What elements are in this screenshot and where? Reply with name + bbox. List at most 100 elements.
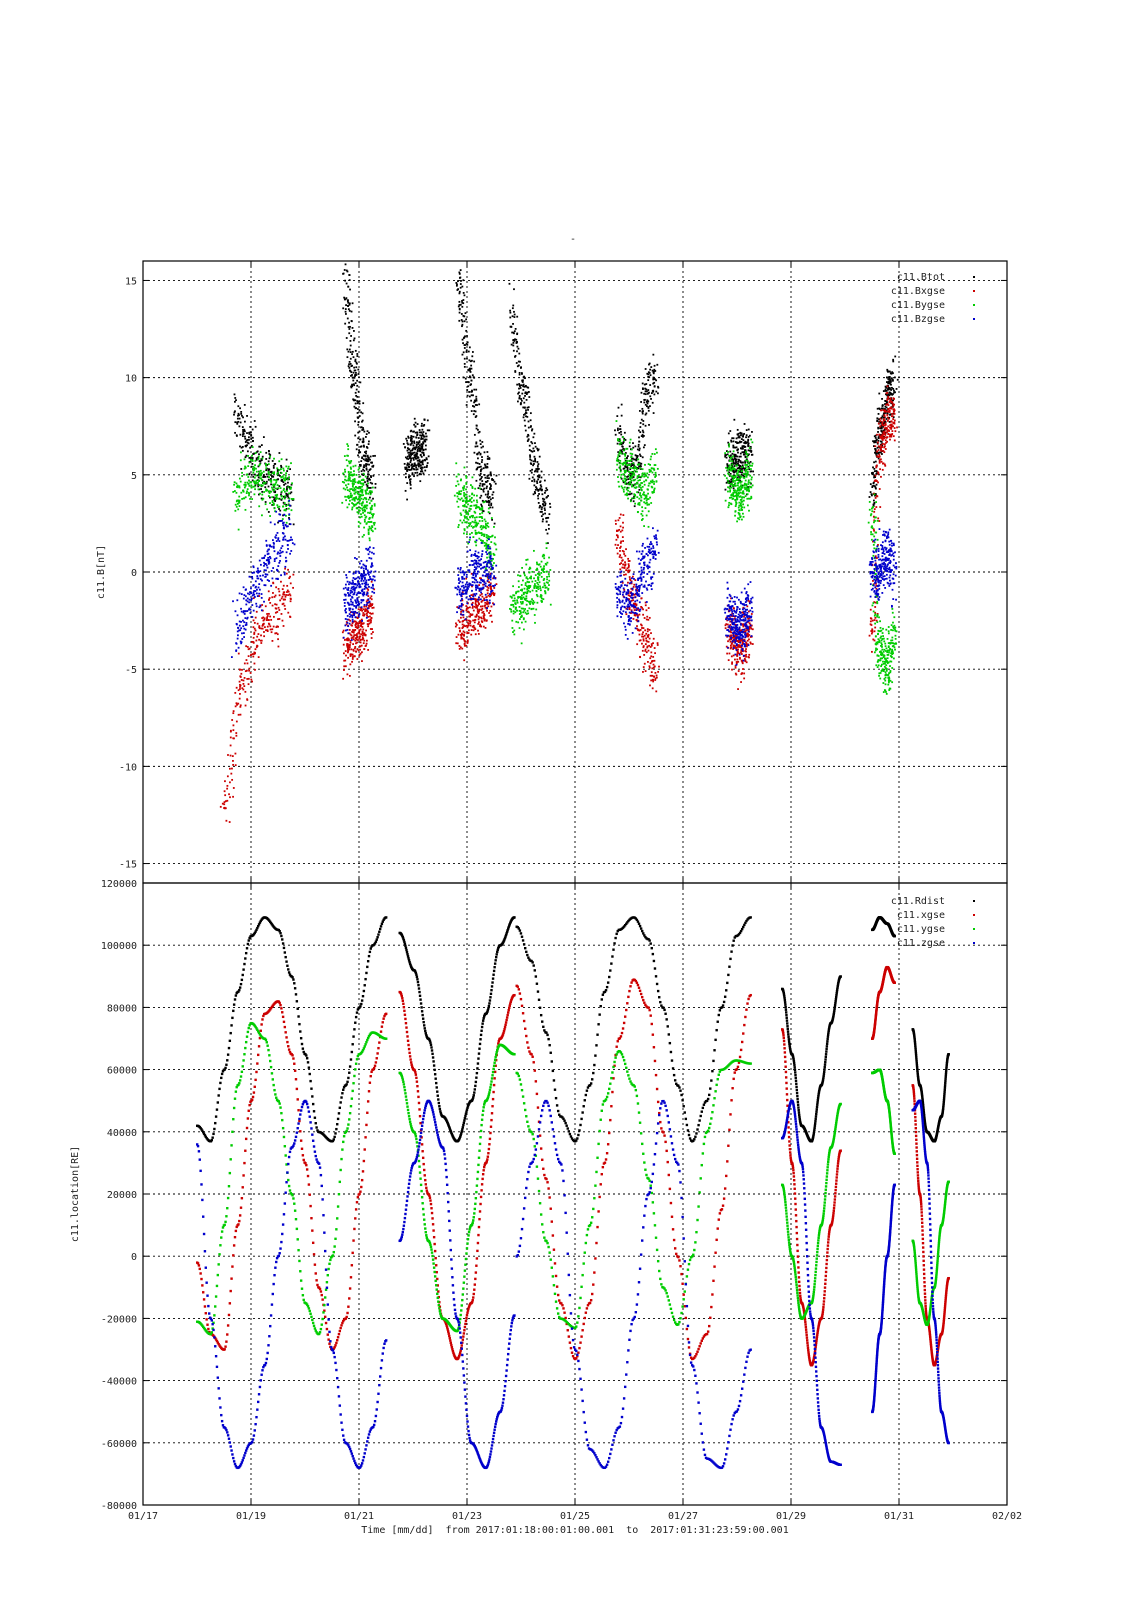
data-point xyxy=(887,378,890,380)
data-point xyxy=(361,429,364,431)
data-point xyxy=(407,436,410,439)
data-point xyxy=(417,462,420,465)
data-point xyxy=(413,468,416,471)
data-point xyxy=(260,497,263,500)
data-point xyxy=(467,385,470,388)
data-point xyxy=(627,571,630,574)
data-point xyxy=(650,455,653,458)
data-point xyxy=(871,631,874,633)
data-point xyxy=(537,478,540,481)
data-point xyxy=(239,686,241,688)
data-point xyxy=(725,450,728,452)
data-point xyxy=(729,460,731,462)
data-point xyxy=(359,648,361,651)
data-point xyxy=(483,597,485,600)
data-point xyxy=(621,529,624,532)
data-point xyxy=(469,508,472,510)
data-point xyxy=(347,650,350,653)
data-point xyxy=(528,587,530,590)
data-point xyxy=(531,450,534,453)
data-point xyxy=(246,646,249,648)
data-point xyxy=(420,436,423,439)
data-point xyxy=(631,462,633,465)
data-point xyxy=(633,603,636,606)
data-point xyxy=(736,455,739,458)
data-point xyxy=(240,446,243,449)
data-point xyxy=(425,432,427,435)
data-point xyxy=(369,621,372,624)
data-point xyxy=(875,470,878,472)
data-point xyxy=(412,457,414,460)
data-point xyxy=(359,381,362,384)
data-point xyxy=(345,313,347,315)
data-point xyxy=(493,480,496,483)
data-point xyxy=(476,494,478,497)
data-point xyxy=(616,530,618,532)
data-point xyxy=(748,634,751,636)
data-point xyxy=(530,441,533,443)
data-point xyxy=(276,504,279,507)
data-point xyxy=(248,461,251,464)
data-point xyxy=(885,401,888,404)
data-point xyxy=(623,573,625,576)
data-point xyxy=(891,371,894,374)
data-point xyxy=(489,535,492,538)
data-point xyxy=(520,402,522,404)
data-point xyxy=(493,592,496,595)
data-point xyxy=(356,412,359,414)
data-point xyxy=(359,499,361,502)
data-point xyxy=(231,719,234,721)
data-point xyxy=(651,678,654,681)
data-point xyxy=(231,755,234,758)
data-point xyxy=(349,344,352,347)
data-point xyxy=(527,408,529,411)
data-point xyxy=(883,431,886,434)
data-point xyxy=(261,604,264,606)
data-point xyxy=(535,593,538,596)
data-point xyxy=(284,495,287,498)
data-point xyxy=(253,469,256,472)
data-point xyxy=(284,595,287,598)
data-point xyxy=(732,444,735,447)
data-point xyxy=(413,462,416,465)
data-point xyxy=(481,599,484,602)
data-point xyxy=(245,454,248,457)
data-point xyxy=(344,310,347,313)
data-point xyxy=(280,466,283,469)
data-point xyxy=(362,608,365,611)
data-point xyxy=(286,477,289,480)
data-point xyxy=(353,483,355,485)
data-point xyxy=(516,599,519,602)
data-point xyxy=(366,587,369,590)
data-point xyxy=(457,473,460,476)
data-point xyxy=(732,458,735,461)
data-point xyxy=(872,503,875,506)
data-point xyxy=(277,645,280,648)
data-point xyxy=(520,399,523,402)
data-point xyxy=(238,499,241,502)
data-point xyxy=(888,430,890,432)
data-point xyxy=(228,793,230,796)
data-point xyxy=(623,431,626,434)
data-point xyxy=(475,395,478,398)
data-point xyxy=(349,639,352,642)
data-point xyxy=(280,468,282,471)
data-point xyxy=(362,440,365,443)
data-point xyxy=(645,514,648,517)
data-point xyxy=(741,659,744,662)
data-point xyxy=(347,301,350,304)
data-point xyxy=(265,467,268,470)
data-point xyxy=(351,494,353,497)
data-point xyxy=(423,435,425,438)
data-point xyxy=(354,481,357,484)
data-point xyxy=(509,595,512,598)
data-point xyxy=(422,452,425,455)
data-point xyxy=(373,588,376,591)
data-point xyxy=(356,487,359,489)
data-point xyxy=(512,349,515,352)
data-point xyxy=(738,459,740,462)
data-point xyxy=(257,456,259,459)
data-point xyxy=(884,432,887,434)
data-point xyxy=(639,426,642,428)
data-point xyxy=(361,509,364,512)
